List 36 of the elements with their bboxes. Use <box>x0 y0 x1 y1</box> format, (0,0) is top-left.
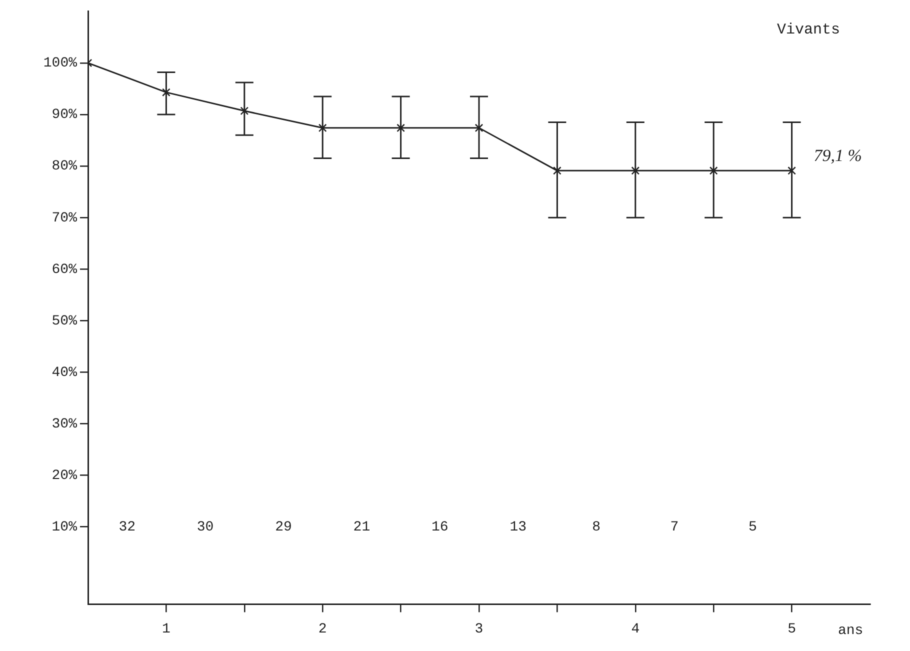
x-tick-label: 2 <box>318 621 327 638</box>
y-tick-label: 40% <box>52 364 78 381</box>
y-tick-label: 30% <box>52 416 78 432</box>
point <box>162 88 170 97</box>
y-tick-label: 20% <box>52 468 78 484</box>
x-tick-label: 1 <box>162 621 170 638</box>
x-axis-title: ans <box>838 622 864 639</box>
point <box>631 166 640 175</box>
annotation: 7 <box>670 520 679 536</box>
point <box>553 166 562 175</box>
point <box>788 166 796 175</box>
point <box>318 124 327 132</box>
x-tick-label: 5 <box>788 621 796 638</box>
annotation: 5 <box>748 520 757 536</box>
y-tick-label: 70% <box>52 210 78 226</box>
annotation: 21 <box>353 520 370 536</box>
point <box>474 124 484 132</box>
x-tick-label: 3 <box>474 621 484 638</box>
x-tick-label: 4 <box>631 621 640 638</box>
y-tick-label: 90% <box>52 107 78 124</box>
y-tick-label: 10% <box>52 520 78 536</box>
annotation: 79,1 % <box>814 146 862 166</box>
annotation: 16 <box>431 520 448 536</box>
y-tick-label: 50% <box>52 313 78 330</box>
point <box>240 106 249 116</box>
annotation: 8 <box>592 520 601 536</box>
annotation: Vivants <box>776 21 840 38</box>
y-tick-label: 60% <box>52 262 78 278</box>
point <box>709 166 718 175</box>
annotation: 29 <box>275 520 292 536</box>
point <box>396 124 405 132</box>
annotation: 13 <box>510 520 527 536</box>
y-tick-label: 100% <box>43 56 78 72</box>
annotation: 32 <box>118 520 136 536</box>
annotation: 30 <box>196 520 214 536</box>
y-tick-label: 80% <box>52 158 78 175</box>
